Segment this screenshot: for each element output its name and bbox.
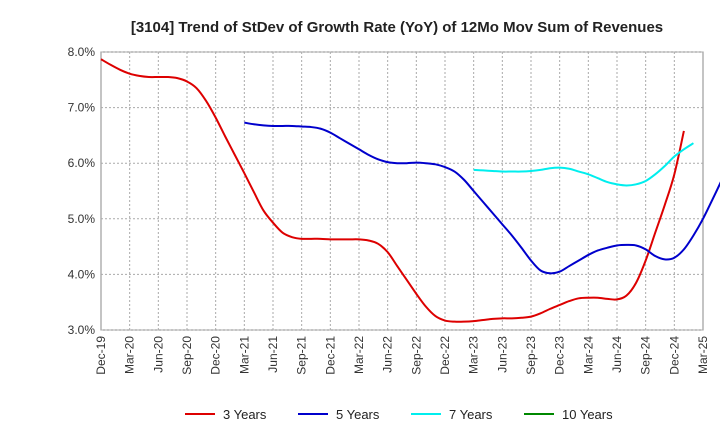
series-line-3-years (100, 58, 685, 323)
x-tick-label: Mar-21 (237, 336, 251, 374)
x-tick-label: Dec-23 (553, 336, 567, 375)
x-tick-label: Jun-20 (151, 336, 165, 373)
series-line-7-years (473, 142, 694, 187)
legend-label: 10 Years (562, 407, 613, 422)
x-tick-label: Sep-22 (409, 336, 423, 375)
x-tick-label: Mar-23 (467, 336, 481, 374)
x-tick-label: Mar-25 (696, 336, 710, 374)
series-line-5-years (244, 121, 720, 275)
y-axis-ticks: 3.0% 4.0% 5.0% 6.0% 7.0% 8.0% (68, 45, 96, 337)
chart-title: [3104] Trend of StDev of Growth Rate (Yo… (131, 19, 663, 36)
x-tick-label: Dec-21 (323, 336, 337, 375)
plot-area (100, 51, 704, 331)
x-tick-label: Mar-22 (352, 336, 366, 374)
x-axis-ticks: Dec-19 Mar-20 Jun-20 Sep-20 Dec-20 Mar-21 Jun-… (94, 336, 710, 375)
legend-label: 5 Years (336, 407, 380, 422)
y-tick-label: 6.0% (68, 156, 96, 170)
x-tick-label: Sep-24 (639, 336, 653, 375)
legend: 3 Years 5 Years 7 Years 10 Years (185, 407, 613, 422)
x-tick-label: Jun-21 (266, 336, 280, 373)
x-tick-label: Dec-22 (438, 336, 452, 375)
series-lines (100, 58, 720, 323)
x-tick-label: Dec-24 (667, 336, 681, 375)
x-tick-label: Jun-22 (381, 336, 395, 373)
x-tick-label: Sep-23 (524, 336, 538, 375)
y-tick-label: 4.0% (68, 267, 96, 281)
x-tick-label: Sep-21 (295, 336, 309, 375)
x-tick-label: Mar-24 (581, 336, 595, 374)
x-tick-label: Dec-19 (94, 336, 108, 375)
x-tick-label: Jun-23 (495, 336, 509, 373)
x-tick-label: Sep-20 (180, 336, 194, 375)
grid-lines (101, 51, 703, 331)
legend-label: 3 Years (223, 407, 267, 422)
y-tick-label: 7.0% (68, 101, 96, 115)
x-tick-label: Mar-20 (123, 336, 137, 374)
legend-label: 7 Years (449, 407, 493, 422)
y-tick-label: 5.0% (68, 212, 96, 226)
y-tick-label: 3.0% (68, 323, 96, 337)
x-tick-label: Dec-20 (209, 336, 223, 375)
y-tick-label: 8.0% (68, 45, 96, 59)
x-tick-label: Jun-24 (610, 336, 624, 373)
